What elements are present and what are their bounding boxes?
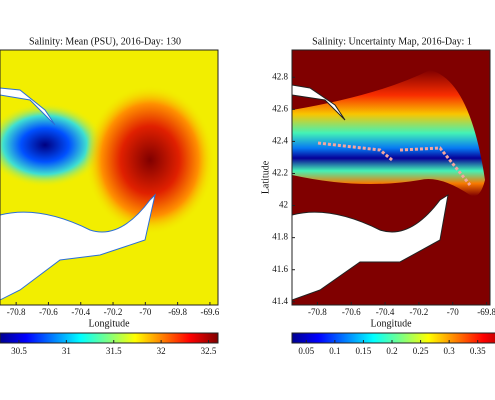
x-tick-label: -69.6 xyxy=(201,307,220,317)
x-tick-label: -70.2 xyxy=(410,307,429,317)
colorbar-tick-label: 30.5 xyxy=(11,346,27,356)
colorbar-tick-label: 0.3 xyxy=(444,346,456,356)
x-tick-label: -70.4 xyxy=(71,307,90,317)
uncertainty-map xyxy=(292,50,490,305)
colorbar-tick-label: 0.25 xyxy=(413,346,429,356)
y-tick-label: 42 xyxy=(279,200,288,210)
colorbar-tick-label: 0.35 xyxy=(470,346,486,356)
x-tick-label: -70.8 xyxy=(7,307,26,317)
y-tick-label: 42.2 xyxy=(272,168,288,178)
mean-map xyxy=(0,50,218,305)
x-tick-label: -70.2 xyxy=(104,307,123,317)
x-tick-label: -69.8 xyxy=(477,307,495,317)
x-axis-label: Longitude xyxy=(370,318,412,329)
x-tick-label: -70 xyxy=(447,307,459,317)
y-tick-label: 42.6 xyxy=(272,103,288,113)
colorbar-tick-label: 31 xyxy=(62,346,71,356)
x-tick-label: -69.8 xyxy=(168,307,187,317)
colorbar-tick-label: 31.5 xyxy=(106,346,122,356)
panel-title: Salinity: Mean (PSU), 2016-Day: 130 xyxy=(29,36,181,47)
axes-box xyxy=(0,49,219,306)
x-tick-label: -70.6 xyxy=(342,307,361,317)
colorbar-tick-label: 0.2 xyxy=(386,346,397,356)
x-axis-label: Longitude xyxy=(88,318,130,329)
y-tick-label: 41.8 xyxy=(272,232,288,242)
colorbar-tick-label: 0.05 xyxy=(298,346,314,356)
x-tick-label: -70.8 xyxy=(308,307,327,317)
axes-box xyxy=(291,49,491,306)
colorbar-tick-label: 32.5 xyxy=(201,346,217,356)
colorbar xyxy=(0,332,219,344)
panel-title: Salinity: Uncertainty Map, 2016-Day: 1 xyxy=(312,36,472,47)
x-tick-label: -70.6 xyxy=(39,307,58,317)
y-tick-label: 41.4 xyxy=(272,296,288,306)
colorbar-tick-label: 0.15 xyxy=(356,346,372,356)
x-tick-label: -70.4 xyxy=(376,307,395,317)
colorbar-tick-label: 0.1 xyxy=(329,346,340,356)
colorbar xyxy=(291,332,495,344)
y-tick-label: 42.4 xyxy=(272,135,288,145)
y-tick-label: 41.6 xyxy=(272,264,288,274)
colorbar-tick-label: 32 xyxy=(157,346,166,356)
y-axis-label: Latitude xyxy=(260,160,271,194)
x-tick-label: -70 xyxy=(139,307,151,317)
y-tick-label: 42.8 xyxy=(272,71,288,81)
